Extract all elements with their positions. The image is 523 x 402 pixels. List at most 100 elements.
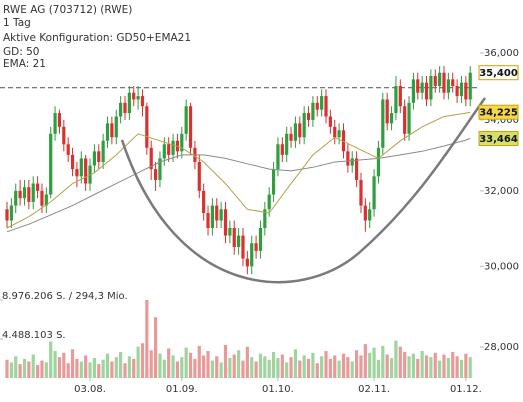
volume-bar xyxy=(114,357,118,378)
y-tick-label: 28,000 xyxy=(484,342,519,353)
volume-bar xyxy=(433,352,437,378)
candle-body xyxy=(341,130,346,152)
chart-subtitle: 1 Tag xyxy=(3,17,31,29)
volume-bar xyxy=(389,358,394,378)
candle-body xyxy=(328,116,332,127)
volume-bar xyxy=(258,353,263,378)
volume-bar xyxy=(438,360,442,378)
volume-bar xyxy=(62,352,66,378)
y-tick-label: 32,000 xyxy=(484,186,519,197)
volume-bar xyxy=(88,362,92,378)
volume-bar xyxy=(79,361,83,378)
volume-bar xyxy=(416,358,420,378)
candle-body xyxy=(280,144,284,155)
volume-bar xyxy=(215,356,219,378)
volume-bar xyxy=(280,354,284,378)
volume-bar xyxy=(171,355,175,378)
y-tick-label: 30,000 xyxy=(484,261,519,272)
volume-bar xyxy=(153,317,158,378)
candle-body xyxy=(188,106,193,148)
candle-body xyxy=(119,102,123,117)
axes-layer: 28,000 30,000 32,000 34,000 36,000 8.976.206 … xyxy=(0,46,519,395)
candle-body xyxy=(363,205,367,221)
x-tick-label: 03.08. xyxy=(74,384,106,395)
candle-body xyxy=(411,79,416,103)
x-tick-label: 02.11. xyxy=(358,384,390,395)
volume-bar xyxy=(355,350,359,378)
candle-body xyxy=(110,123,114,138)
candle-body xyxy=(123,102,127,114)
volume-bar xyxy=(5,359,9,378)
volume-bar xyxy=(324,351,328,378)
volume-bar xyxy=(276,358,280,378)
volume-bar xyxy=(337,360,341,378)
volume-bar xyxy=(228,358,232,378)
volume-bar xyxy=(49,341,53,378)
candle-body xyxy=(136,96,140,100)
candle-body xyxy=(149,147,153,170)
candle-body xyxy=(167,144,171,155)
volume-bar xyxy=(241,360,245,378)
moving-average-line xyxy=(6,111,471,229)
candle-body xyxy=(245,258,249,267)
x-tick-label: 01.09. xyxy=(166,384,198,395)
configuration: Aktive Konfiguration: GD50+EMA21 xyxy=(3,32,191,44)
y-tick-label: 36,000 xyxy=(484,48,519,59)
candle-body xyxy=(70,154,75,170)
candle-body xyxy=(289,133,293,141)
candle-body xyxy=(97,151,101,162)
candle-body xyxy=(162,144,166,159)
volume-bar xyxy=(376,359,381,378)
candle-body xyxy=(394,86,398,114)
candle-body xyxy=(197,161,201,191)
volume-bar xyxy=(285,362,289,378)
volume-bar xyxy=(210,360,214,378)
volume-bar xyxy=(123,363,127,378)
volume-bar xyxy=(53,351,57,378)
candle-body xyxy=(298,123,302,138)
volume-bar xyxy=(158,353,162,378)
volume-bar xyxy=(167,348,171,378)
volume-bar xyxy=(18,364,22,378)
volume-bar xyxy=(202,355,206,378)
candle-body xyxy=(372,176,376,210)
moving-average-line xyxy=(6,138,471,233)
candle-body xyxy=(285,133,289,155)
volume-bar xyxy=(197,345,201,378)
candle-body xyxy=(49,133,53,195)
volume-bar xyxy=(184,347,188,378)
candle-body xyxy=(158,158,162,180)
candle-body xyxy=(263,209,267,229)
volume-bar xyxy=(132,358,136,378)
candle-body xyxy=(429,76,433,100)
legend-entry: EMA: 21 xyxy=(3,58,46,70)
candle-body xyxy=(293,123,298,141)
volume-bar xyxy=(193,358,197,378)
volume-tick-label: 4.488.103 S. xyxy=(2,330,66,341)
candle-body xyxy=(403,106,407,134)
candle-body xyxy=(254,243,258,251)
volume-bar xyxy=(206,351,210,378)
candle-body xyxy=(232,228,236,248)
volume-bar xyxy=(455,356,459,378)
candle-body xyxy=(27,187,31,202)
candle-body xyxy=(184,106,188,134)
volume-bar xyxy=(175,361,180,378)
candle-body xyxy=(5,209,9,221)
candle-body xyxy=(219,209,223,221)
candle-body xyxy=(368,209,372,221)
candle-body xyxy=(228,228,232,236)
candle-body xyxy=(132,92,136,100)
candle-body xyxy=(442,72,446,93)
candle-body xyxy=(44,194,48,206)
candle-body xyxy=(306,113,311,120)
candle-body xyxy=(66,144,70,155)
price-label-box xyxy=(478,65,519,81)
volume-bar xyxy=(188,352,193,378)
candle-body xyxy=(84,158,88,184)
volume-bar xyxy=(119,351,123,378)
y-tick-label: 34,000 xyxy=(484,115,519,126)
volume-bar xyxy=(9,362,13,378)
volume-bar xyxy=(250,357,254,378)
candle-body xyxy=(407,102,411,134)
